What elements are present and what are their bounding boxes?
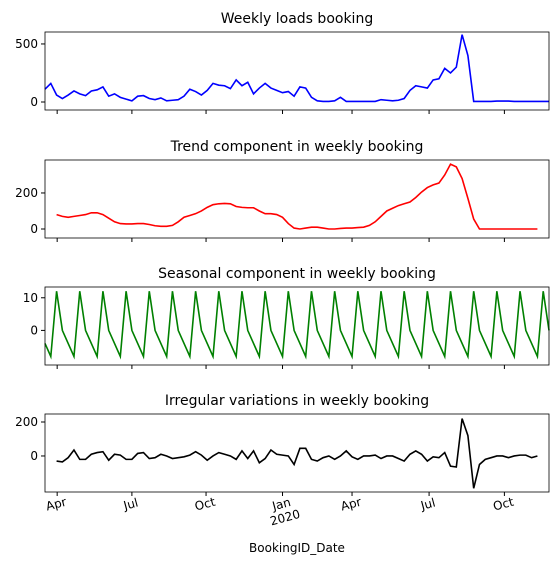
x-tick-label: Jul [121,496,140,514]
x-tick-label: Apr [339,495,363,514]
x-tick-label: Apr [44,495,68,514]
x-tick-label-line: Apr [44,495,68,514]
x-tick-label-line: Oct [492,495,516,514]
y-tick-label: 200 [15,186,38,200]
y-tick-label: 0 [30,449,38,463]
x-axis-label: BookingID_Date [249,541,345,555]
data-line [56,418,538,489]
x-tick-label-line: Jul [418,496,437,514]
x-tick-label-line: Jan [270,495,292,514]
x-tick-label-line: Apr [339,495,363,514]
x-tick-label-line: Jul [121,496,140,514]
y-tick-label: 500 [15,37,38,51]
data-line [56,163,538,230]
x-tick-label: Oct [492,495,516,514]
y-tick-label: 10 [23,291,38,305]
axes-frame [44,286,550,366]
y-tick-label: 0 [30,95,38,109]
y-tick-label: 0 [30,222,38,236]
panel-title: Irregular variations in weekly booking [165,393,429,409]
x-tick-label: Jan2020 [265,493,302,528]
data-line [44,34,549,103]
panel-title: Trend component in weekly booking [170,139,424,155]
data-line [44,291,550,360]
x-tick-label: Jul [418,496,437,514]
x-tick-label: Oct [193,495,217,514]
y-tick-label: 0 [30,323,38,337]
axes-frame [44,159,550,239]
axes-frame [44,413,550,493]
panel-title: Seasonal component in weekly booking [158,266,436,282]
panel-title: Weekly loads booking [221,11,373,27]
axes-frame [44,31,550,111]
x-tick-label-line: Oct [193,495,217,514]
y-tick-label: 200 [15,415,38,429]
